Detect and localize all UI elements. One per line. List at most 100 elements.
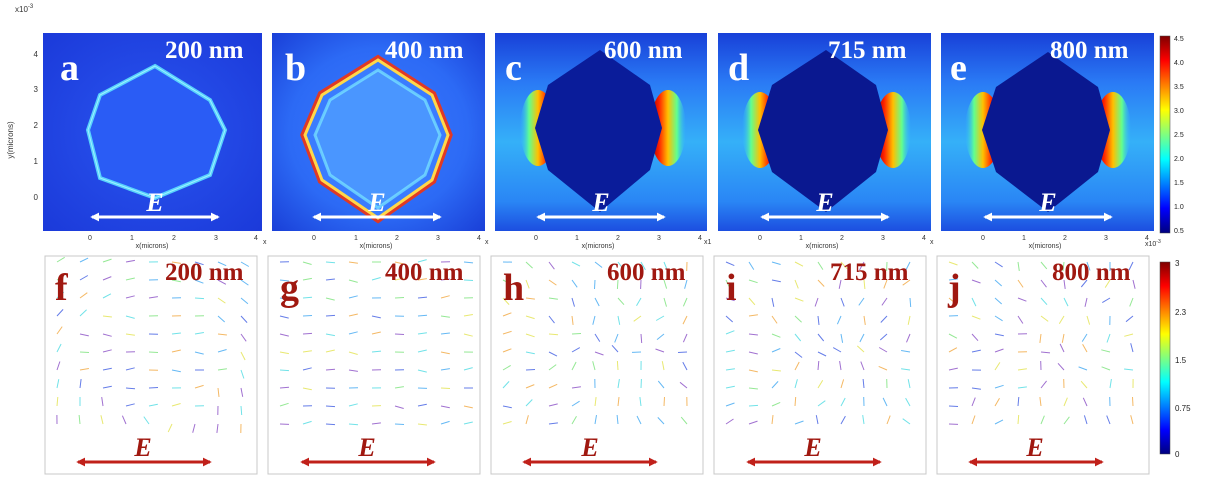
xlabel-c: x(microns) — [582, 243, 615, 250]
vector-arrow — [832, 347, 842, 353]
vector-arrow — [592, 315, 596, 325]
vector-arrow — [771, 401, 781, 407]
wavelength-label-a: 200 nm — [165, 37, 244, 64]
vector-arrow — [748, 279, 758, 284]
vector-arrow — [240, 297, 249, 305]
vector-arrow — [594, 333, 601, 342]
vector-arrow — [1040, 297, 1048, 306]
vector-arrow — [817, 279, 825, 287]
xtick: 3 — [1104, 235, 1108, 242]
vector-arrow — [79, 368, 89, 371]
vector-arrow — [948, 405, 959, 407]
xtick: 4 — [477, 235, 481, 242]
vector-arrow — [525, 315, 535, 320]
colorbar-tick: 3 — [1175, 259, 1180, 268]
vector-arrow — [817, 380, 824, 389]
vector-arrows — [56, 256, 1136, 434]
vector-arrow — [348, 313, 358, 317]
vector-arrow — [502, 279, 512, 285]
vector-arrow — [748, 297, 756, 306]
vector-arrow — [171, 332, 181, 335]
vector-arrow — [125, 387, 136, 390]
vector-arrow — [348, 423, 359, 426]
vector-arrow — [371, 331, 381, 335]
vector-arrow — [682, 297, 688, 307]
vector-arrow — [663, 297, 667, 307]
xunit-d: x — [930, 239, 934, 246]
vector-arrow — [440, 405, 450, 409]
vector-arrow — [771, 333, 781, 338]
vector-arrow — [794, 261, 804, 267]
vector-arrow — [994, 384, 1004, 389]
vector-arrow — [279, 351, 289, 355]
xtick: 1 — [575, 235, 579, 242]
panel-letter-g: g — [280, 267, 299, 309]
vector-arrow — [948, 297, 957, 305]
vector-arrow — [143, 416, 150, 425]
panel-d-hotspot-right — [875, 92, 911, 168]
vector-arrow — [1058, 315, 1065, 324]
vector-arrow — [1017, 386, 1027, 389]
wavelength-label-d: 715 nm — [828, 37, 907, 64]
wavelength-label-e: 800 nm — [1050, 37, 1129, 64]
vector-arrow — [840, 415, 846, 425]
vector-arrow — [440, 368, 450, 371]
vector-arrow — [525, 279, 530, 289]
vector-arrow — [725, 402, 735, 407]
vector-arrow — [102, 315, 112, 318]
vector-arrow — [525, 399, 533, 407]
vector-arrow — [348, 403, 358, 407]
vector-arrow — [902, 418, 911, 425]
xlabel-e: x(microns) — [1029, 243, 1062, 250]
vector-arrow — [1130, 415, 1134, 425]
vector-arrow — [617, 397, 620, 407]
vector-arrow — [1124, 333, 1134, 337]
vector-arrow — [817, 333, 825, 342]
vector-arrow — [302, 350, 312, 353]
vector-arrow — [971, 415, 976, 425]
vector-arrow — [56, 379, 60, 389]
vector-arrow — [663, 261, 668, 271]
panel-h-frame — [490, 255, 704, 475]
vector-arrow — [101, 397, 104, 407]
vector-arrow — [971, 315, 981, 320]
vector-arrow — [56, 396, 59, 407]
vector-arrow — [748, 261, 755, 270]
vector-arrow — [125, 315, 135, 319]
vector-arrow — [56, 274, 65, 281]
vector-arrow — [1040, 351, 1051, 354]
top-colorbar-scale — [1159, 35, 1171, 234]
panel-letter-i: i — [726, 267, 737, 309]
vector-arrow — [725, 279, 731, 289]
vector-arrow — [948, 347, 958, 353]
vector-arrow — [859, 261, 865, 271]
ytick: 1 — [34, 157, 39, 166]
vector-arrow — [217, 315, 226, 323]
vector-arrow — [617, 297, 625, 306]
vector-arrow — [971, 297, 977, 307]
xtick: 4 — [922, 235, 926, 242]
vector-arrow — [725, 315, 734, 323]
vector-arrow — [525, 384, 535, 389]
vector-arrow — [1063, 279, 1066, 289]
vector-arrow — [502, 405, 512, 409]
vector-arrow — [1040, 415, 1045, 425]
vector-arrow — [657, 417, 665, 425]
vector-arrow — [302, 367, 312, 371]
vector-arrow — [971, 397, 976, 407]
xtick: 3 — [436, 235, 440, 242]
vector-arrow — [907, 315, 911, 325]
vector-arrow — [860, 361, 865, 371]
wavelength-label-h: 600 nm — [607, 259, 686, 286]
vector-arrow — [125, 295, 135, 299]
vector-arrow — [440, 315, 450, 318]
colorbar-tick: 3.5 — [1174, 84, 1184, 91]
vector-arrow — [748, 387, 758, 390]
vector-arrow — [502, 330, 512, 335]
vector-arrow — [1129, 297, 1134, 307]
ytick: 3 — [34, 85, 39, 94]
panel-e — [941, 33, 1154, 231]
vector-arrow — [725, 418, 734, 425]
vector-arrow — [102, 333, 112, 337]
